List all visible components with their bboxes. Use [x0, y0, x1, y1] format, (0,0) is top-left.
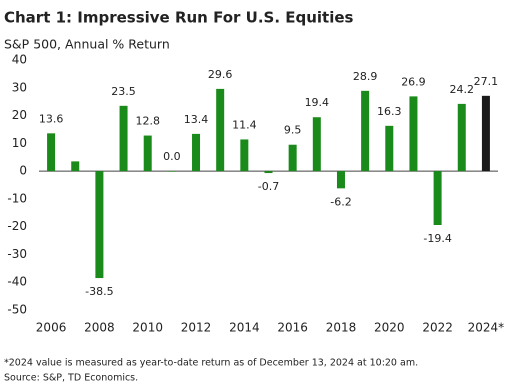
value-label: 12.8 — [135, 115, 160, 128]
value-label: 28.9 — [353, 70, 378, 83]
value-label: 9.5 — [284, 124, 302, 137]
value-label: 16.3 — [377, 105, 402, 118]
value-label: -38.5 — [85, 285, 113, 298]
bar — [47, 133, 56, 172]
value-label: 29.6 — [208, 68, 233, 81]
x-tick-label: 2020 — [374, 321, 405, 335]
x-tick-label: 2016 — [277, 321, 308, 335]
value-label: -19.4 — [423, 232, 451, 245]
bar — [119, 105, 128, 172]
bar — [481, 95, 490, 172]
value-label: 19.4 — [305, 96, 330, 109]
y-tick-label: -50 — [7, 303, 27, 317]
bar — [143, 135, 152, 172]
y-tick-label: -10 — [7, 191, 27, 205]
footnote: *2024 value is measured as year-to-date … — [4, 358, 418, 369]
value-label: 27.1 — [474, 75, 499, 88]
x-tick-label: 2012 — [181, 321, 212, 335]
chart-title: Chart 1: Impressive Run For U.S. Equitie… — [4, 9, 354, 27]
value-label: 13.6 — [39, 112, 64, 125]
value-label: 11.4 — [232, 118, 257, 131]
y-tick-label: 20 — [12, 108, 27, 122]
x-tick-label: 2006 — [36, 321, 67, 335]
x-tick-label: 2010 — [132, 321, 163, 335]
value-label: 13.4 — [184, 113, 209, 126]
value-label: 26.9 — [401, 75, 426, 88]
bar — [288, 144, 297, 172]
bar — [95, 171, 104, 279]
y-tick-label: 10 — [12, 136, 27, 150]
y-tick-label: 0 — [19, 164, 27, 178]
value-label: -6.2 — [330, 195, 351, 208]
bar — [457, 103, 466, 172]
value-label: 23.5 — [111, 85, 136, 98]
value-label: 0.0 — [163, 150, 181, 163]
y-tick-label: -40 — [7, 275, 27, 289]
x-tick-label: 2008 — [84, 321, 115, 335]
bar — [385, 125, 394, 172]
x-tick-label: 2022 — [422, 321, 453, 335]
chart-subtitle: S&P 500, Annual % Return — [4, 37, 170, 52]
y-tick-label: -20 — [7, 219, 27, 233]
bar — [409, 96, 418, 172]
value-label: 24.2 — [450, 83, 475, 96]
bar — [71, 161, 80, 172]
y-tick-label: -30 — [7, 247, 27, 261]
bar — [312, 117, 321, 172]
bar — [216, 88, 225, 172]
bar — [433, 171, 442, 225]
x-tick-label: 2024* — [468, 321, 505, 335]
bar — [264, 171, 273, 174]
y-tick-label: 30 — [12, 80, 27, 94]
value-label: -0.7 — [258, 180, 279, 193]
bar — [192, 133, 201, 172]
bar — [336, 171, 345, 189]
source: Source: S&P, TD Economics. — [4, 373, 138, 384]
bar — [167, 171, 176, 172]
x-tick-label: 2018 — [326, 321, 357, 335]
x-tick-label: 2014 — [229, 321, 260, 335]
y-tick-label: 40 — [12, 53, 27, 67]
bar — [240, 139, 249, 172]
bar — [361, 90, 370, 172]
